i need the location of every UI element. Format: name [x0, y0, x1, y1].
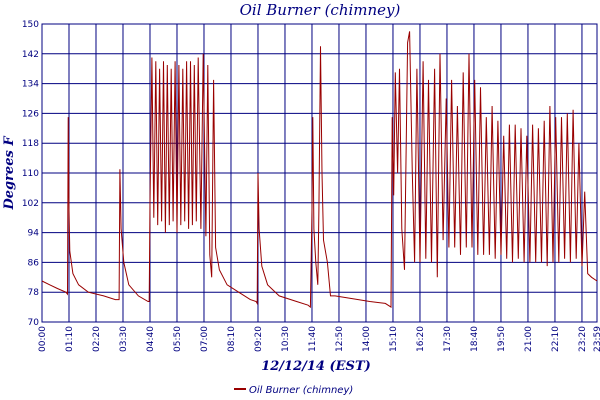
- x-tick-label: 11:40: [308, 326, 318, 352]
- x-tick-label: 19:50: [497, 326, 507, 352]
- y-tick-label: 150: [22, 20, 39, 30]
- x-tick-label: 07:00: [200, 326, 210, 352]
- x-tick-label: 09:20: [254, 326, 264, 352]
- x-tick-label: 23:59: [593, 326, 600, 352]
- y-tick-label: 86: [28, 258, 40, 268]
- x-tick-label: 05:50: [173, 326, 183, 352]
- x-tick-label: 21:00: [524, 326, 534, 352]
- x-tick-label: 16:20: [416, 326, 426, 352]
- x-tick-label: 15:10: [389, 326, 399, 352]
- x-tick-label: 03:30: [119, 326, 129, 352]
- y-tick-label: 134: [22, 80, 39, 90]
- legend: Oil Burner (chimney): [234, 385, 353, 396]
- y-axis-label: Degrees F: [2, 136, 17, 211]
- y-tick-label: 78: [28, 288, 40, 298]
- x-tick-label: 04:40: [146, 326, 156, 352]
- x-axis-label: 12/12/14 (EST): [261, 359, 371, 374]
- x-tick-label: 17:30: [443, 326, 453, 352]
- x-tick-label: 08:10: [227, 326, 237, 352]
- x-tick-label: 22:10: [551, 326, 561, 352]
- y-tick-label: 142: [22, 50, 39, 60]
- series-line-oil-burner: [41, 31, 598, 309]
- y-tick-label: 102: [22, 199, 39, 209]
- x-tick-label: 23:20: [578, 326, 588, 352]
- x-tick-label: 18:40: [470, 326, 480, 352]
- x-tick-label: 14:00: [362, 326, 372, 352]
- y-tick-label: 118: [22, 139, 39, 149]
- y-tick-label: 94: [28, 229, 40, 239]
- x-tick-label: 10:30: [281, 326, 291, 352]
- chart-title: Oil Burner (chimney): [240, 1, 401, 19]
- y-axis-ticks: 70 78 86 94 102 110 118 126 134 142 150: [22, 20, 39, 328]
- legend-label: Oil Burner (chimney): [249, 385, 353, 396]
- x-tick-label: 01:10: [65, 326, 75, 352]
- x-tick-label: 00:00: [38, 326, 48, 352]
- y-tick-label: 126: [22, 109, 39, 119]
- x-axis-ticks: 00:00 01:10 02:20 03:30 04:40 05:50 07:00 08:10…: [38, 326, 600, 352]
- y-tick-label: 110: [22, 169, 39, 179]
- plot-area-border: [41, 23, 598, 323]
- y-tick-label: 70: [28, 318, 40, 328]
- x-tick-label: 12:50: [335, 326, 345, 352]
- x-tick-label: 02:20: [92, 326, 102, 352]
